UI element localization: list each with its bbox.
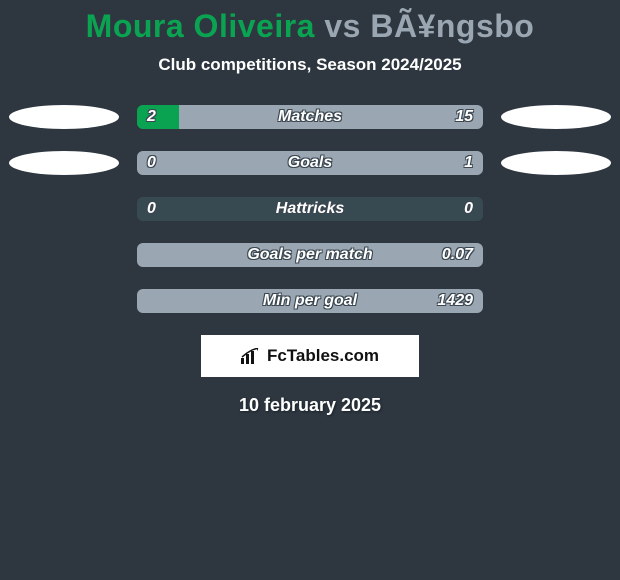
vs-text: vs bbox=[324, 8, 361, 44]
subtitle: Club competitions, Season 2024/2025 bbox=[0, 55, 620, 75]
comparison-card: Moura Oliveira vs BÃ¥ngsbo Club competit… bbox=[0, 0, 620, 416]
bar-fill-left bbox=[137, 105, 179, 129]
right-ellipse bbox=[501, 151, 611, 175]
left-ellipse bbox=[9, 105, 119, 129]
stat-left-value: 0 bbox=[147, 200, 156, 218]
stat-label: Hattricks bbox=[276, 200, 344, 218]
stat-bar: 0 Goals 1 bbox=[137, 151, 483, 175]
right-ellipse bbox=[501, 243, 611, 267]
stat-right-value: 15 bbox=[455, 108, 473, 126]
stat-label: Min per goal bbox=[263, 292, 357, 310]
player1-name: Moura Oliveira bbox=[86, 8, 315, 44]
brand-text: FcTables.com bbox=[267, 346, 379, 366]
chart-icon bbox=[241, 348, 261, 364]
stat-left-value: 2 bbox=[147, 108, 156, 126]
stat-row: Min per goal 1429 bbox=[0, 289, 620, 313]
left-ellipse bbox=[9, 289, 119, 313]
stat-bar: Goals per match 0.07 bbox=[137, 243, 483, 267]
stat-bar: 2 Matches 15 bbox=[137, 105, 483, 129]
stat-right-value: 0.07 bbox=[442, 246, 473, 264]
stat-row: 2 Matches 15 bbox=[0, 105, 620, 129]
left-ellipse bbox=[9, 151, 119, 175]
page-title: Moura Oliveira vs BÃ¥ngsbo bbox=[0, 8, 620, 45]
stat-right-value: 1429 bbox=[437, 292, 473, 310]
stat-label: Goals bbox=[288, 154, 332, 172]
stat-label: Matches bbox=[278, 108, 342, 126]
stat-bar: 0 Hattricks 0 bbox=[137, 197, 483, 221]
date-text: 10 february 2025 bbox=[0, 395, 620, 416]
brand-footer: FcTables.com bbox=[201, 335, 419, 377]
right-ellipse bbox=[501, 197, 611, 221]
stat-rows: 2 Matches 15 0 Goals 1 0 Hattricks 0 Goals per ma… bbox=[0, 105, 620, 313]
left-ellipse bbox=[9, 243, 119, 267]
left-ellipse bbox=[9, 197, 119, 221]
stat-right-value: 1 bbox=[464, 154, 473, 172]
right-ellipse bbox=[501, 105, 611, 129]
stat-right-value: 0 bbox=[464, 200, 473, 218]
stat-label: Goals per match bbox=[247, 246, 372, 264]
stat-row: 0 Goals 1 bbox=[0, 151, 620, 175]
stat-row: Goals per match 0.07 bbox=[0, 243, 620, 267]
right-ellipse bbox=[501, 289, 611, 313]
player2-name: BÃ¥ngsbo bbox=[370, 8, 534, 44]
stat-bar: Min per goal 1429 bbox=[137, 289, 483, 313]
stat-row: 0 Hattricks 0 bbox=[0, 197, 620, 221]
stat-left-value: 0 bbox=[147, 154, 156, 172]
